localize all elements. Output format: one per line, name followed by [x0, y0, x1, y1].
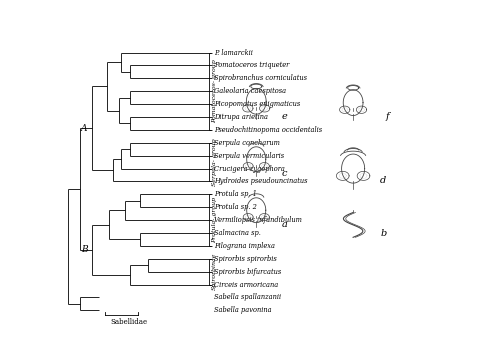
Text: A: A — [81, 124, 87, 133]
Text: Serpula- group: Serpula- group — [212, 138, 217, 186]
Text: Serpula concharum: Serpula concharum — [214, 139, 280, 147]
Text: Spirorbis bifurcatus: Spirorbis bifurcatus — [214, 268, 281, 276]
Text: Ditrupa arietina: Ditrupa arietina — [214, 113, 268, 121]
Text: Spirorbinae: Spirorbinae — [212, 253, 217, 290]
Text: Sabella spallanzanii: Sabella spallanzanii — [214, 294, 281, 301]
Text: Circeis armoricana: Circeis armoricana — [214, 281, 278, 289]
Text: Sabellidae: Sabellidae — [111, 318, 148, 325]
Text: Pomatoceros triqueter: Pomatoceros triqueter — [214, 62, 289, 69]
Text: Spirobranchus corniculatus: Spirobranchus corniculatus — [214, 74, 306, 82]
Text: Vermiliopsis infundibulum: Vermiliopsis infundibulum — [214, 216, 302, 224]
Text: Ficopomatus enigmaticus: Ficopomatus enigmaticus — [214, 100, 300, 108]
Text: B: B — [81, 246, 87, 255]
Text: Serpula vermicularis: Serpula vermicularis — [214, 152, 284, 160]
Text: d: d — [380, 176, 386, 185]
Text: b: b — [380, 229, 386, 238]
Text: Sabella pavonina: Sabella pavonina — [214, 306, 271, 314]
Text: P. lamarckii: P. lamarckii — [214, 49, 252, 57]
Text: a: a — [282, 221, 288, 229]
Text: c: c — [282, 169, 287, 178]
Text: Protula sp. 1: Protula sp. 1 — [214, 190, 256, 198]
Text: Spirorbis spirorbis: Spirorbis spirorbis — [214, 255, 276, 263]
Text: Protula- group: Protula- group — [212, 197, 217, 243]
Text: f: f — [386, 111, 390, 121]
Text: Crucigera zygophora: Crucigera zygophora — [214, 165, 284, 173]
Text: Pseudochitinopoma occidentalis: Pseudochitinopoma occidentalis — [214, 126, 322, 134]
Text: Protula sp. 2: Protula sp. 2 — [214, 203, 256, 211]
Text: Galeolaria caespitosa: Galeolaria caespitosa — [214, 87, 286, 95]
Text: Salmacina sp.: Salmacina sp. — [214, 229, 260, 237]
Text: e: e — [282, 111, 287, 121]
Text: Hydroides pseudouncinatus: Hydroides pseudouncinatus — [214, 178, 307, 185]
Text: Filograna implexa: Filograna implexa — [214, 242, 274, 250]
Text: Pomatoceros- group: Pomatoceros- group — [212, 59, 217, 123]
